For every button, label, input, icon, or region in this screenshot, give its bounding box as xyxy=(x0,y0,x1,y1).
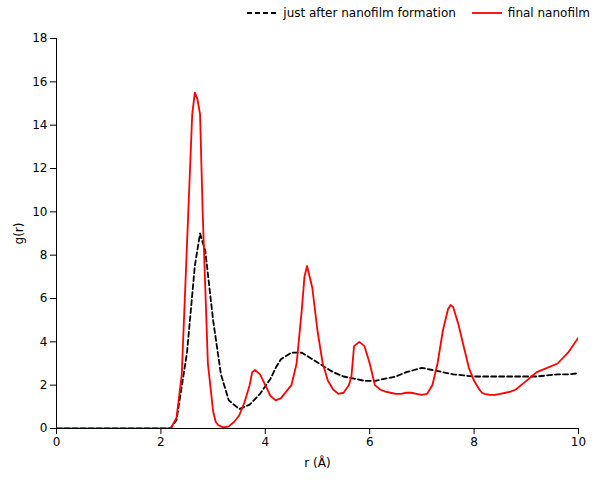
svg-text:4: 4 xyxy=(261,435,269,449)
html-text:just after nanofilm formation: just after nanofilm formation xyxy=(283,6,456,20)
svg-text:2: 2 xyxy=(157,435,165,449)
svg-text:16: 16 xyxy=(32,75,47,89)
svg-text:8: 8 xyxy=(40,248,48,262)
svg-text:6: 6 xyxy=(40,291,48,305)
svg-text:r (Å): r (Å) xyxy=(304,455,330,470)
svg-text:12: 12 xyxy=(32,161,47,175)
svg-text:0: 0 xyxy=(40,421,48,435)
svg-text:4: 4 xyxy=(40,335,48,349)
svg-text:10: 10 xyxy=(32,205,47,219)
svg-text:2: 2 xyxy=(40,378,48,392)
svg-text:0: 0 xyxy=(53,435,61,449)
svg-text:14: 14 xyxy=(32,118,47,132)
svg-text:6: 6 xyxy=(366,435,374,449)
html-text:final nanofilm: final nanofilm xyxy=(507,6,590,20)
svg-text:10: 10 xyxy=(571,435,586,449)
svg-text:8: 8 xyxy=(470,435,478,449)
svg-text:g(r): g(r) xyxy=(12,223,26,245)
svg-text:18: 18 xyxy=(32,31,47,45)
